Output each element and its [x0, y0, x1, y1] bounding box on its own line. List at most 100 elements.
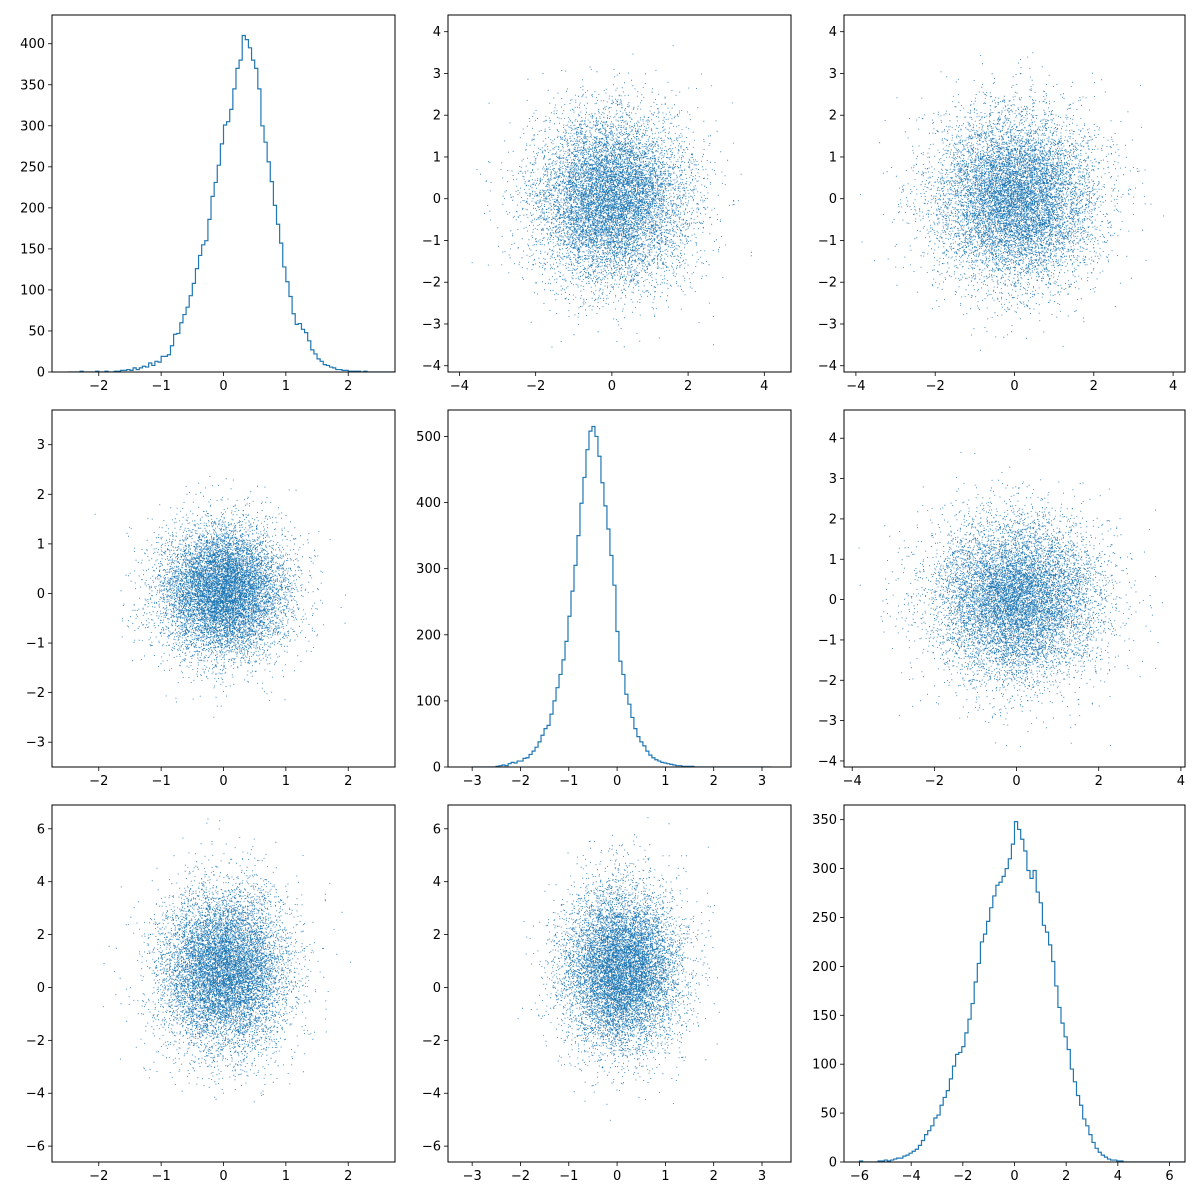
x-tick-label: −6	[850, 1169, 869, 1184]
axes-frame	[843, 409, 1186, 768]
y-tick-label: 50	[820, 1107, 837, 1122]
plot-area	[472, 425, 772, 767]
x-tick-label: −2	[511, 774, 530, 789]
y-tick-label: −3	[818, 317, 837, 332]
plot-area	[517, 817, 720, 1121]
histogram-step-line	[858, 821, 1185, 1162]
y-tick-label: −4	[26, 1087, 45, 1102]
x-tick-label: −2	[526, 379, 545, 394]
y-tick-label: 200	[812, 960, 837, 975]
x-tick-label: 6	[1165, 1169, 1173, 1184]
histogram-step-line	[472, 425, 772, 767]
y-tick-label: 2	[37, 928, 45, 943]
y-tick-label: 0	[433, 192, 441, 207]
y-tick-label: 300	[20, 119, 45, 134]
y-tick-label: −2	[26, 1034, 45, 1049]
y-tick-label: −2	[26, 686, 45, 701]
y-tick-label: 0	[37, 587, 45, 602]
y-tick-label: 200	[20, 201, 45, 216]
x-tick-label: 2	[344, 774, 352, 789]
x-tick-label: −4	[843, 774, 862, 789]
panel-r1c1: −3 −2 −1 0 1 2 3 0 100 200 300 400 500	[416, 409, 792, 789]
y-tick-label: −3	[422, 317, 441, 332]
axes-frame	[51, 14, 396, 373]
y-tick-label: −6	[26, 1140, 45, 1155]
y-tick-label: 250	[20, 160, 45, 175]
y-tick-label: 3	[37, 438, 45, 453]
x-tick-label: −2	[89, 774, 108, 789]
y-tick-label: 400	[20, 37, 45, 52]
y-tick-label: 4	[433, 25, 441, 40]
panel-r0c1: −4 −2 0 2 4 −4 −3 −2 −1 0 1 2 3 4	[422, 14, 792, 394]
y-tick-label: 1	[829, 553, 837, 568]
x-tick-label: 2	[710, 774, 718, 789]
x-tick-label: −1	[152, 774, 171, 789]
y-tick-label: 6	[37, 822, 45, 837]
x-tick-label: −4	[902, 1169, 921, 1184]
y-tick-label: 300	[812, 862, 837, 877]
x-tick-label: −2	[925, 774, 944, 789]
x-tick-label: 0	[613, 1169, 621, 1184]
x-tick-label: −2	[953, 1169, 972, 1184]
scatter-points	[860, 52, 1165, 351]
x-tick-label: 4	[760, 379, 768, 394]
y-tick-label: 2	[829, 109, 837, 124]
y-tick-label: −4	[422, 359, 441, 374]
y-tick-label: −1	[422, 234, 441, 249]
panel-r1c2: −4 −2 0 2 4 −4 −3 −2 −1 0 1 2 3 4	[818, 409, 1186, 789]
y-tick-label: 100	[20, 283, 45, 298]
y-tick-label: 1	[37, 537, 45, 552]
y-tick-label: −4	[422, 1087, 441, 1102]
y-tick-label: −1	[26, 637, 45, 652]
x-tick-label: −1	[559, 1169, 578, 1184]
y-tick-label: 500	[416, 430, 441, 445]
x-tick-label: −2	[89, 379, 108, 394]
x-tick-label: 1	[661, 1169, 669, 1184]
y-tick-label: 0	[829, 593, 837, 608]
plot-area	[67, 34, 395, 372]
y-tick-label: −1	[818, 234, 837, 249]
x-tick-label: 0	[613, 774, 621, 789]
x-tick-label: 0	[219, 1169, 227, 1184]
x-tick-label: −3	[463, 1169, 482, 1184]
y-tick-label: 2	[37, 488, 45, 503]
y-tick-label: 3	[829, 472, 837, 487]
y-tick-label: 400	[416, 496, 441, 511]
panel-r0c0: −2 −1 0 1 2 0 50 100 150 200 250 300 350 400	[20, 14, 396, 394]
x-tick-label: −1	[559, 774, 578, 789]
plot-area	[858, 821, 1185, 1162]
x-tick-label: 2	[1095, 774, 1103, 789]
plot-area	[102, 818, 351, 1103]
y-tick-label: 6	[433, 822, 441, 837]
y-tick-label: −6	[422, 1140, 441, 1155]
x-tick-label: 0	[219, 379, 227, 394]
x-tick-label: −2	[511, 1169, 530, 1184]
x-tick-label: 3	[758, 1169, 766, 1184]
x-tick-label: 0	[608, 379, 616, 394]
histogram-step-line	[67, 34, 395, 372]
x-tick-label: −1	[152, 379, 171, 394]
x-tick-label: 2	[344, 379, 352, 394]
y-tick-label: 0	[829, 1156, 837, 1171]
x-tick-label: 0	[219, 774, 227, 789]
panel-r0c2: −4 −2 0 2 4 −4 −3 −2 −1 0 1 2 3 4	[818, 14, 1186, 394]
x-tick-label: 2	[684, 379, 692, 394]
y-tick-label: 4	[829, 432, 837, 447]
scatter-points	[102, 818, 351, 1103]
x-tick-label: 1	[282, 774, 290, 789]
y-tick-label: −2	[818, 276, 837, 291]
x-tick-label: −2	[926, 379, 945, 394]
x-tick-label: 0	[1010, 1169, 1018, 1184]
y-tick-label: 2	[829, 512, 837, 527]
scatter-points	[94, 475, 346, 718]
y-tick-label: 200	[416, 628, 441, 643]
scatter-points	[471, 45, 752, 348]
plot-area	[860, 52, 1165, 351]
y-tick-label: 3	[433, 67, 441, 82]
x-tick-label: 4	[1177, 774, 1185, 789]
x-tick-label: 4	[1169, 379, 1177, 394]
y-tick-label: 300	[416, 562, 441, 577]
y-tick-label: 0	[37, 366, 45, 381]
